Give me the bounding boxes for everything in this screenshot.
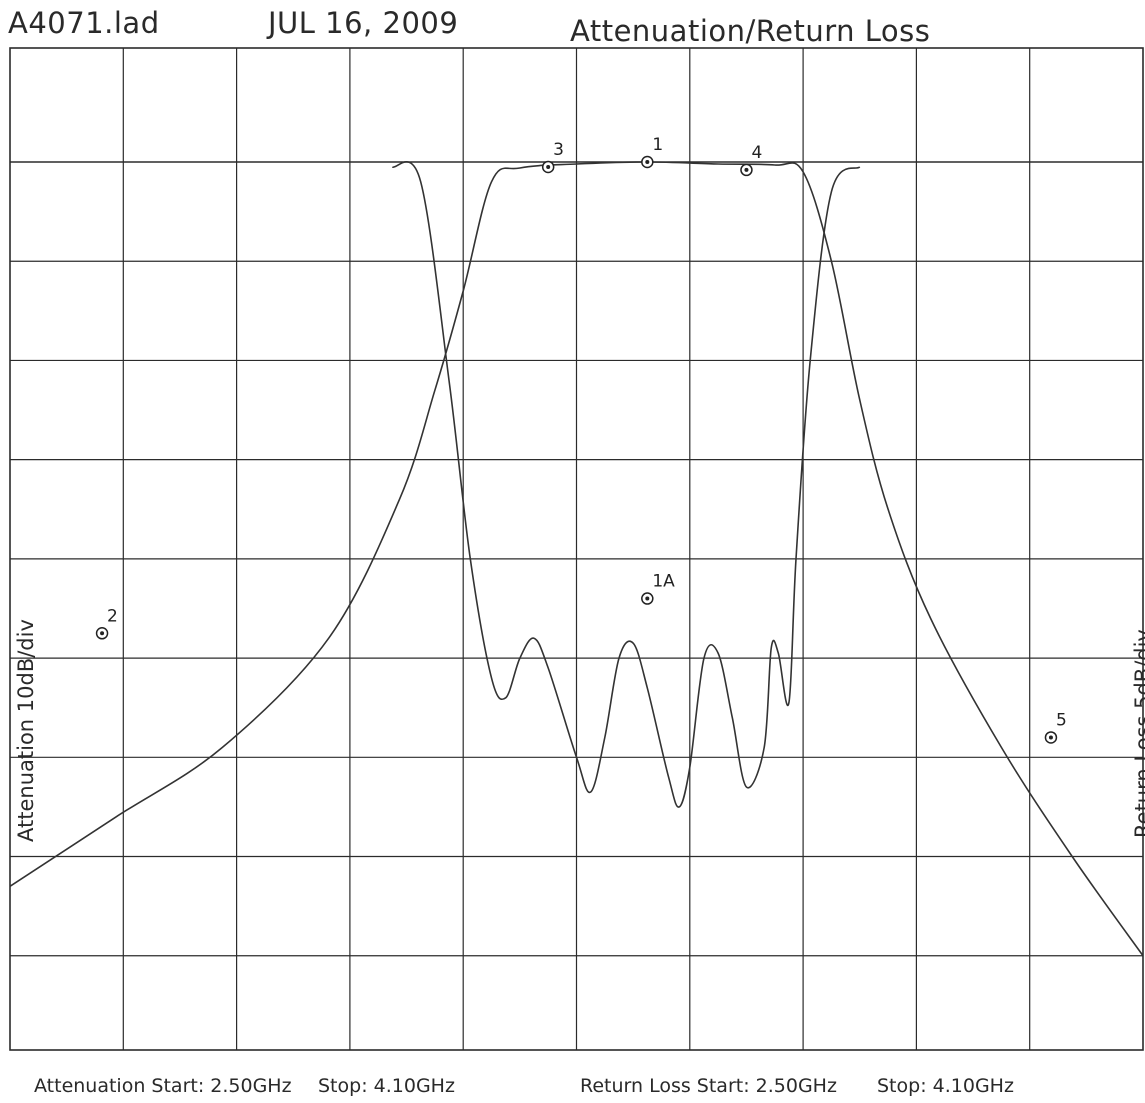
marker-dot: [100, 631, 105, 636]
attenuation-axis-label: Attenuation 10dB/div: [14, 619, 38, 842]
marker-4: 4: [740, 143, 762, 177]
marker-label: 2: [107, 606, 118, 626]
return-loss-stop-label: Stop: 4.10GHz: [877, 1075, 1014, 1097]
marker-1: 1: [641, 135, 663, 169]
marker-label: 1: [652, 135, 663, 155]
attenuation-stop-label: Stop: 4.10GHz: [318, 1075, 455, 1097]
date-label: JUL 16, 2009: [268, 6, 459, 40]
return-loss-axis-label: Return Loss 5dB/div: [1131, 629, 1145, 838]
marker-dot: [1048, 735, 1053, 740]
marker-label: 5: [1056, 710, 1067, 730]
marker-dot: [744, 167, 749, 172]
marker-5: 5: [1044, 710, 1067, 744]
chart-title: Attenuation/Return Loss: [570, 14, 931, 48]
marker-3: 3: [541, 140, 564, 174]
markers: 1 2 3 4 5 1A: [95, 135, 1067, 744]
grid: [9, 47, 1144, 1051]
return-loss-start-label: Return Loss Start: 2.50GHz: [580, 1075, 837, 1097]
marker-label: 4: [751, 143, 762, 163]
return-loss-trace: [392, 161, 861, 808]
attenuation-start-label: Attenuation Start: 2.50GHz: [34, 1075, 292, 1097]
marker-2: 2: [95, 606, 118, 640]
marker-dot: [645, 596, 650, 601]
marker-1A: 1A: [641, 572, 675, 605]
marker-label: 3: [553, 140, 564, 160]
marker-dot: [546, 164, 551, 169]
marker-label: 1A: [652, 572, 675, 592]
file-name: A4071.lad: [8, 6, 160, 40]
marker-dot: [645, 160, 650, 164]
